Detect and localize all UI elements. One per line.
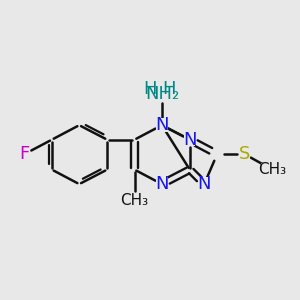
FancyBboxPatch shape [150, 88, 174, 101]
FancyBboxPatch shape [156, 177, 168, 191]
Text: NH₂: NH₂ [145, 85, 179, 103]
FancyBboxPatch shape [19, 147, 30, 161]
Text: N: N [183, 131, 196, 149]
Text: F: F [19, 145, 30, 163]
Text: CH₃: CH₃ [258, 162, 286, 177]
Text: CH₃: CH₃ [120, 193, 148, 208]
FancyBboxPatch shape [156, 118, 168, 132]
Text: S: S [239, 145, 250, 163]
Text: N: N [155, 175, 169, 193]
FancyBboxPatch shape [199, 177, 210, 191]
Text: H: H [162, 80, 175, 98]
Text: H: H [143, 80, 157, 98]
Text: N: N [197, 175, 211, 193]
FancyBboxPatch shape [184, 133, 196, 146]
Text: N: N [155, 116, 169, 134]
FancyBboxPatch shape [260, 163, 284, 176]
FancyBboxPatch shape [239, 147, 250, 161]
FancyBboxPatch shape [123, 194, 146, 207]
